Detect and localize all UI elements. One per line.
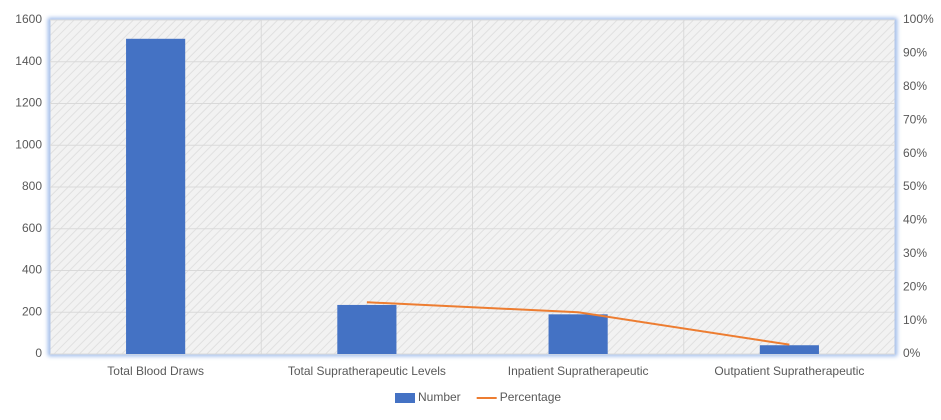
- y-tick-label: 1400: [15, 54, 42, 68]
- y-tick-label: 1600: [15, 12, 42, 26]
- y2-tick-label: 40%: [903, 213, 927, 227]
- x-tick-label: Outpatient Supratherapeutic: [714, 364, 864, 378]
- y2-tick-label: 20%: [903, 279, 927, 293]
- legend-label: Percentage: [500, 390, 562, 404]
- x-tick-label: Inpatient Supratherapeutic: [508, 364, 649, 378]
- legend-swatch: [395, 393, 415, 403]
- line: [366, 301, 790, 346]
- y2-tick-label: 80%: [903, 79, 927, 93]
- y-tick-label: 1200: [15, 96, 42, 110]
- y-tick-label: 400: [22, 263, 42, 277]
- y-tick-label: 0: [35, 346, 42, 360]
- y2-tick-label: 90%: [903, 46, 927, 60]
- y2-tick-label: 30%: [903, 246, 927, 260]
- bar: [126, 38, 186, 354]
- y2-tick-label: 10%: [903, 313, 927, 327]
- bar: [337, 304, 397, 354]
- y-tick-label: 1000: [15, 137, 42, 151]
- y2-tick-label: 100%: [903, 12, 934, 26]
- y2-tick-label: 50%: [903, 179, 927, 193]
- y2-tick-label: 70%: [903, 112, 927, 126]
- legend-label: Number: [418, 390, 461, 404]
- y-tick-label: 600: [22, 221, 42, 235]
- bar: [759, 345, 819, 354]
- y-tick-label: 800: [22, 179, 42, 193]
- x-tick-label: Total Blood Draws: [107, 364, 204, 378]
- bar: [548, 314, 608, 354]
- x-tick-label: Total Supratherapeutic Levels: [288, 364, 446, 378]
- y-tick-label: 200: [22, 304, 42, 318]
- y2-tick-label: 0%: [903, 346, 921, 360]
- y2-tick-label: 60%: [903, 146, 927, 160]
